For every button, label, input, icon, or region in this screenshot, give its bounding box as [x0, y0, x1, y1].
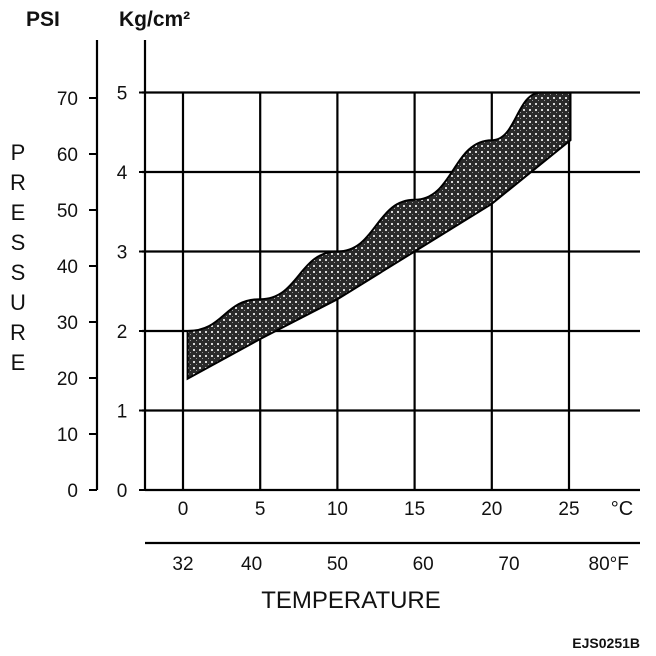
fahrenheit-tick-50: 50	[327, 554, 348, 575]
kg-tick-2: 2	[117, 322, 128, 343]
pressure-letter-0: P	[11, 140, 26, 165]
kg-tick-labels: 0 1 2 3 4 5	[117, 84, 145, 502]
fahrenheit-tick-40: 40	[241, 554, 262, 575]
fahrenheit-tick-70: 70	[498, 554, 519, 575]
pressure-letter-1: R	[10, 170, 26, 195]
kg-tick-3: 3	[117, 243, 128, 264]
fahrenheit-tick-32: 32	[172, 554, 193, 575]
pressure-letter-7: E	[11, 350, 26, 375]
pressure-letter-2: E	[11, 200, 26, 225]
celsius-tick-20: 20	[481, 499, 502, 520]
psi-tick-0: 0	[67, 481, 78, 502]
psi-tick-10: 10	[57, 425, 78, 446]
psi-tick-20: 20	[57, 369, 78, 390]
celsius-tick-labels: 0 5 10 15 20 25	[178, 499, 580, 520]
celsius-tick-5: 5	[255, 499, 266, 520]
kg-tick-1: 1	[117, 402, 128, 423]
pressure-letter-5: U	[10, 290, 26, 315]
x-axis-title: TEMPERATURE	[261, 587, 441, 614]
pressure-band	[186, 91, 572, 381]
celsius-tick-25: 25	[558, 499, 579, 520]
pressure-letter-3: S	[11, 230, 26, 255]
psi-tick-40: 40	[57, 257, 78, 278]
celsius-unit: °C	[611, 498, 633, 520]
pressure-letter-4: S	[11, 260, 26, 285]
figure-code: EJS0251B	[572, 635, 640, 651]
kg-tick-4: 4	[117, 163, 128, 184]
axes	[95, 40, 640, 545]
psi-tick-50: 50	[57, 201, 78, 222]
psi-axis-label: PSI	[26, 8, 60, 31]
psi-tick-60: 60	[57, 145, 78, 166]
celsius-tick-10: 10	[327, 499, 348, 520]
celsius-tick-0: 0	[178, 499, 189, 520]
kg-tick-0: 0	[117, 481, 128, 502]
kg-tick-5: 5	[117, 84, 128, 105]
fahrenheit-tick-labels: 32 40 50 60 70 80°F	[172, 554, 628, 575]
kg-axis-label: Kg/cm²	[119, 8, 190, 31]
psi-tick-30: 30	[57, 313, 78, 334]
psi-tick-70: 70	[57, 89, 78, 110]
celsius-tick-15: 15	[404, 499, 425, 520]
fahrenheit-tick-60: 60	[413, 554, 434, 575]
psi-tick-labels: 0 10 20 30 40 50 60 70	[57, 89, 97, 502]
fahrenheit-tick-80: 80°F	[589, 554, 629, 575]
grid	[142, 91, 640, 490]
pressure-letter-6: R	[10, 320, 26, 345]
